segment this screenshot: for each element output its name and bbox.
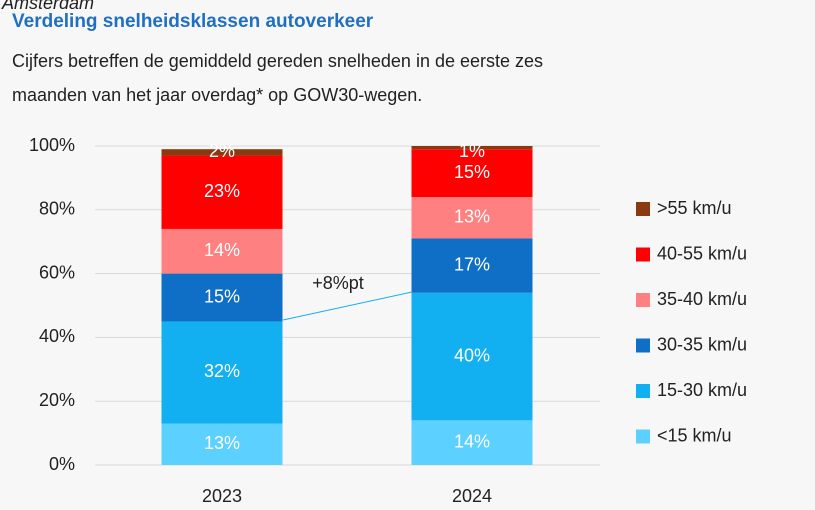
legend-label: <15 km/u [657, 425, 732, 445]
legend-swatch [636, 247, 650, 262]
bar-segment [411, 149, 533, 198]
legend-label: >55 km/u [657, 198, 732, 218]
chart-title: Verdeling snelheidsklassen autoverkeer [12, 11, 374, 32]
value-label: 15% [204, 286, 240, 306]
value-label: 14% [454, 431, 490, 451]
bar-segment [411, 197, 533, 239]
legend-swatch [636, 384, 650, 398]
value-label: 23% [204, 181, 240, 201]
annotation: +8%pt [312, 273, 364, 293]
value-label: 15% [454, 162, 490, 182]
legend-label: 15-30 km/u [657, 380, 747, 400]
value-label: 14% [204, 240, 240, 260]
legend-swatch [636, 293, 650, 307]
subtitle: maanden van het jaar overdag* op GOW30-w… [12, 85, 422, 105]
value-label: 13% [454, 207, 490, 227]
bar-segment [161, 321, 283, 424]
legend-label: 35-40 km/u [657, 289, 747, 309]
bar-segment [161, 228, 283, 274]
connector [282, 291, 413, 321]
bar-segment [411, 292, 533, 421]
value-label: 40% [454, 345, 490, 365]
bar-segment [411, 238, 533, 293]
y-tick-label: 20% [39, 390, 75, 410]
legend-swatch [636, 338, 650, 353]
y-tick-label: 100% [29, 135, 75, 155]
value-label: 32% [204, 361, 240, 381]
legend-swatch [636, 429, 650, 444]
supertitle: Amsterdam [1, 0, 94, 13]
bar-segment [411, 146, 533, 150]
value-label: 13% [204, 433, 240, 453]
y-tick-label: 40% [39, 326, 75, 346]
subtitle: Cijfers betreffen de gemiddeld gereden s… [12, 51, 543, 71]
legend-swatch [636, 202, 650, 216]
legend-label: 30-35 km/u [657, 334, 747, 354]
value-label: 17% [454, 254, 490, 274]
bar-segment [161, 423, 283, 465]
value-label: 1% [459, 141, 485, 161]
y-tick-label: 80% [39, 199, 75, 219]
bar-segment [161, 273, 283, 322]
legend-label: 40-55 km/u [657, 243, 747, 263]
x-tick-label: 2024 [452, 486, 492, 506]
bar-segment [161, 149, 283, 156]
value-label: 2% [209, 141, 235, 161]
y-tick-label: 60% [39, 262, 75, 282]
bar-segment [161, 155, 283, 229]
y-tick-label: 0% [49, 454, 75, 474]
x-tick-label: 2023 [202, 486, 242, 506]
bar-segment [411, 420, 533, 465]
